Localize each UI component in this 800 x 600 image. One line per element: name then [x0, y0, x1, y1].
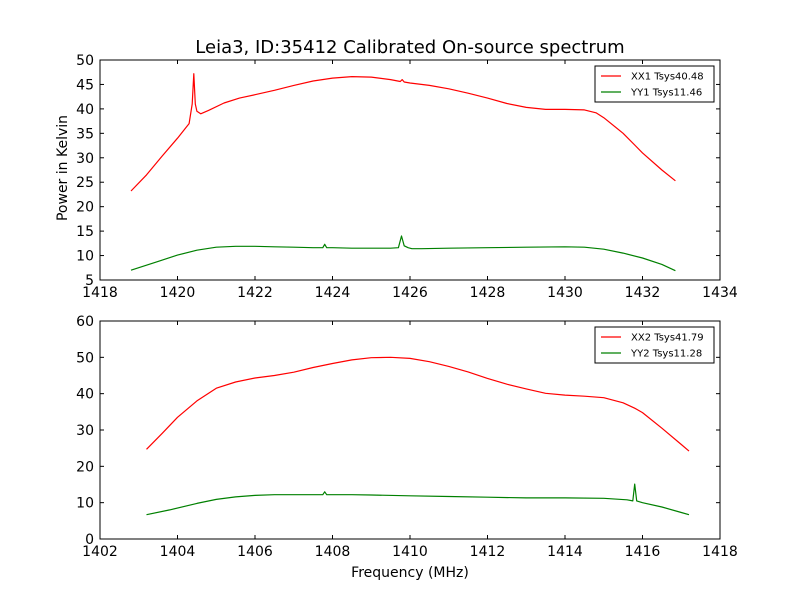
top-x-tick-label: 1430: [547, 285, 583, 301]
bottom-series-line-2: [146, 483, 690, 516]
top-y-tick-label: 5: [85, 273, 94, 289]
bottom-y-tick-label: 50: [76, 350, 94, 366]
bottom-y-tick-label: 60: [76, 314, 94, 330]
bottom-x-tick-label: 1402: [82, 544, 118, 560]
bottom-x-tick-label: 1416: [625, 544, 661, 560]
bottom-x-tick-label: 1412: [470, 544, 506, 560]
top-legend-label: YY1 Tsys11.46: [630, 88, 702, 99]
top-legend-label: XX1 Tsys40.48: [631, 72, 704, 83]
bottom-y-tick-label: 30: [76, 423, 94, 439]
top-x-tick-label: 1420: [160, 285, 196, 301]
bottom-panel-lines: [146, 356, 690, 516]
bottom-y-tick-label: 10: [76, 496, 94, 512]
top-x-tick-label: 1418: [82, 285, 118, 301]
top-x-tick-label: 1424: [315, 285, 351, 301]
top-y-tick-label: 35: [76, 126, 94, 142]
top-series-line-1: [130, 73, 676, 192]
bottom-legend-label: YY2 Tsys11.28: [630, 349, 702, 360]
bottom-series-line-1: [146, 356, 690, 452]
top-x-tick-label: 1432: [625, 285, 661, 301]
top-y-tick-label: 10: [76, 249, 94, 265]
top-y-tick-label: 45: [76, 77, 94, 93]
chart-title: Leia3, ID:35412 Calibrated On-source spe…: [195, 37, 624, 58]
top-y-tick-label: 15: [76, 224, 94, 240]
top-x-tick-label: 1434: [702, 285, 738, 301]
top-y-tick-label: 25: [76, 175, 94, 191]
top-x-tick-label: 1428: [470, 285, 506, 301]
top-y-tick-label: 30: [76, 151, 94, 167]
bottom-panel-x-ticks: 1402 1404 1406 1408 1410 1412 1414 1416 1418: [82, 321, 738, 560]
top-panel-legend: XX1 Tsys40.48 YY1 Tsys11.46: [594, 65, 715, 103]
bottom-panel-y-ticks: 0 10 20 30 40 50 60: [76, 314, 720, 548]
y-axis-label: Power in Kelvin: [55, 115, 71, 221]
bottom-y-tick-label: 20: [76, 459, 94, 475]
top-x-tick-label: 1422: [237, 285, 273, 301]
top-y-tick-label: 40: [76, 102, 94, 118]
top-x-tick-label: 1426: [392, 285, 428, 301]
bottom-panel-legend: XX2 Tsys41.79 YY2 Tsys11.28: [594, 326, 715, 364]
bottom-x-tick-label: 1410: [392, 544, 428, 560]
bottom-legend-label: XX2 Tsys41.79: [631, 333, 704, 344]
bottom-x-tick-label: 1414: [547, 544, 583, 560]
top-legend-box: [594, 65, 715, 103]
top-panel-x-ticks: 1418 1420 1422 1424 1426 1428 1430 1432 1434: [82, 60, 738, 301]
bottom-y-tick-label: 0: [85, 532, 94, 548]
bottom-x-tick-label: 1406: [237, 544, 273, 560]
bottom-x-tick-label: 1418: [702, 544, 738, 560]
top-y-tick-label: 20: [76, 200, 94, 216]
bottom-y-tick-label: 40: [76, 387, 94, 403]
bottom-legend-box: [594, 326, 715, 364]
x-axis-label: Frequency (MHz): [351, 565, 469, 581]
bottom-x-tick-label: 1404: [160, 544, 196, 560]
bottom-panel: 1402 1404 1406 1408 1410 1412 1414 1416 1418 0 10…: [76, 314, 738, 560]
top-panel-lines: [130, 73, 676, 272]
top-panel-y-ticks: 5 10 15 20 25 30 35 40 45 50: [76, 53, 720, 289]
top-series-line-2: [130, 235, 676, 272]
top-panel: 1418 1420 1422 1424 1426 1428 1430 1432 1434 5 10…: [76, 53, 738, 301]
bottom-x-tick-label: 1408: [315, 544, 351, 560]
top-y-tick-label: 50: [76, 53, 94, 69]
